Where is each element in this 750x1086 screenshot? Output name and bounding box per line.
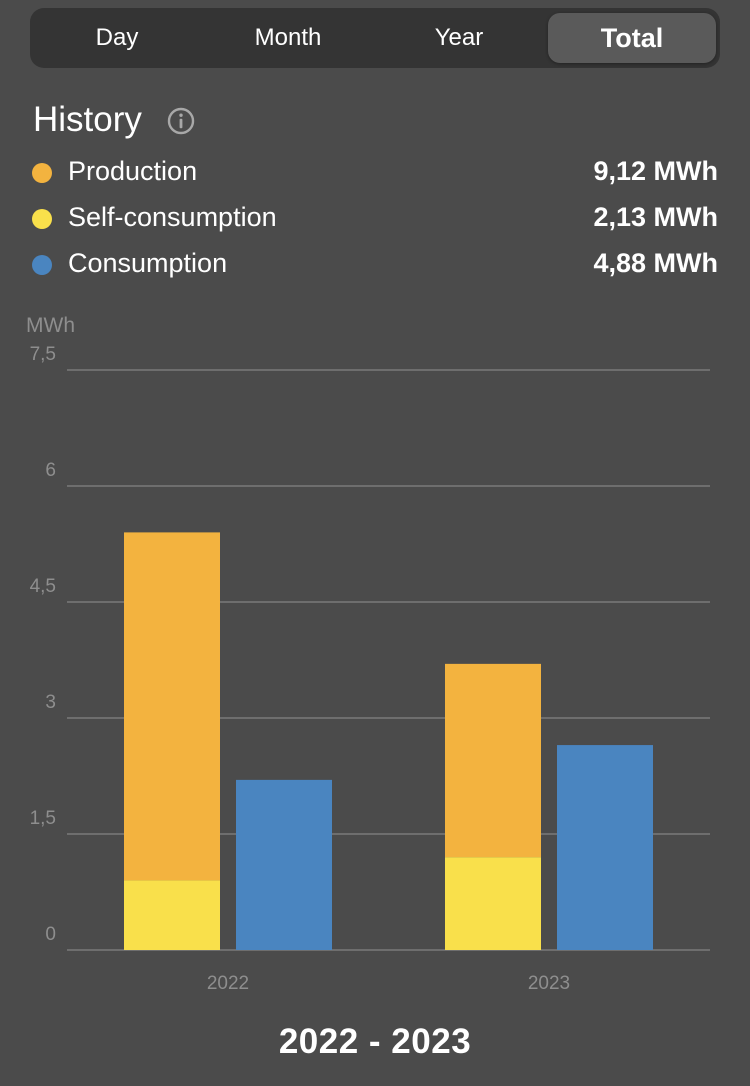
legend-value: 9,12 MWh <box>593 156 718 186</box>
section-title: History <box>33 100 142 139</box>
self-consumption-bar[interactable] <box>124 880 220 950</box>
y-tick-label: 1,5 <box>30 808 56 829</box>
chart-x-labels: 2022 2023 <box>207 973 570 994</box>
y-tick-label: 6 <box>45 460 56 481</box>
info-circle-icon[interactable] <box>166 106 196 136</box>
legend-item-self-consumption: Self-consumption 2,13 MWh <box>32 199 718 239</box>
consumption-dot-icon <box>32 255 52 275</box>
period-segmented-control: Day Month Year Total <box>30 8 720 68</box>
legend-label: Production <box>68 156 198 186</box>
tab-day[interactable]: Day <box>95 24 139 51</box>
y-tick-label: 0 <box>45 924 56 945</box>
x-tick-label: 2022 <box>207 973 249 994</box>
legend-label: Consumption <box>68 248 228 278</box>
consumption-bar[interactable] <box>236 779 332 950</box>
date-range-label: 2022 - 2023 <box>278 1022 472 1061</box>
y-tick-label: 3 <box>45 692 56 713</box>
legend-value: 4,88 MWh <box>593 248 718 278</box>
y-axis-unit-label: MWh <box>26 314 75 337</box>
legend-item-production: Production 9,12 MWh <box>32 153 718 193</box>
production-bar[interactable] <box>445 663 541 858</box>
legend-value: 2,13 MWh <box>593 202 718 232</box>
self-consumption-dot-icon <box>32 209 52 229</box>
self-consumption-bar[interactable] <box>445 857 541 950</box>
legend-item-consumption: Consumption 4,88 MWh <box>32 245 718 285</box>
production-dot-icon <box>32 163 52 183</box>
consumption-bar[interactable] <box>557 745 653 950</box>
production-bar[interactable] <box>124 532 220 881</box>
history-bar-chart: MWh 0 1,5 3 4,5 6 7,5 2022 2023 <box>26 314 710 994</box>
tab-year[interactable]: Year <box>434 24 484 51</box>
legend-label: Self-consumption <box>68 202 277 232</box>
tab-month[interactable]: Month <box>254 24 322 51</box>
x-tick-label: 2023 <box>528 973 570 994</box>
y-tick-label: 4,5 <box>30 576 56 597</box>
tab-total[interactable]: Total <box>548 13 716 63</box>
y-tick-label: 7,5 <box>30 344 56 365</box>
chart-bars <box>124 532 653 950</box>
